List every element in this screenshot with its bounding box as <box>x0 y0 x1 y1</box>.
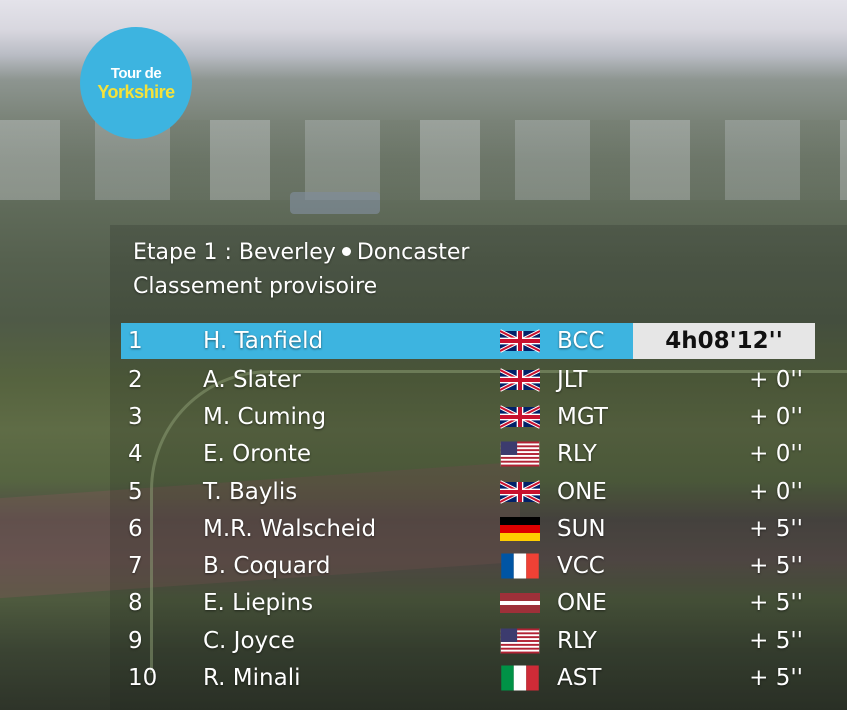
team-code: ONE <box>557 590 607 617</box>
lv-flag-icon <box>500 591 540 616</box>
team-code: SUN <box>557 515 606 542</box>
rider-row: 8 E. Liepins ONE + 5'' <box>121 585 815 622</box>
position: 9 <box>128 627 143 654</box>
team-code: JLT <box>557 366 588 393</box>
time-gap: + 5'' <box>749 515 803 542</box>
team-code: AST <box>557 665 602 692</box>
tour-de-yorkshire-logo: Tour de Yorkshire <box>80 27 192 139</box>
rider-row: 2 A. Slater JLT + 0'' <box>121 361 815 398</box>
position: 3 <box>128 403 143 430</box>
time-gap: + 0'' <box>749 441 803 468</box>
position: 6 <box>128 515 143 542</box>
leader-row: 1 H. Tanfield BCC 4h08'12'' <box>121 323 815 359</box>
time-gap: + 0'' <box>749 366 803 393</box>
position: 7 <box>128 553 143 580</box>
de-flag-icon <box>500 516 540 541</box>
logo-line1: Tour de <box>110 65 162 82</box>
position: 5 <box>128 478 143 505</box>
rider-row: 9 C. Joyce RLY + 5'' <box>121 622 815 659</box>
stage-title: Etape 1 : Beverley Doncaster <box>133 240 469 265</box>
rider-name: B. Coquard <box>203 553 331 580</box>
rider-row: 6 M.R. Walscheid SUN + 5'' <box>121 510 815 547</box>
bullet-icon <box>341 247 351 256</box>
racecourse-track <box>150 370 847 673</box>
rider-name: M. Cuming <box>203 403 327 430</box>
rider-row: 4 E. Oronte RLY + 0'' <box>121 436 815 473</box>
stage-start: Beverley <box>238 240 336 265</box>
rider-row: 3 M. Cuming MGT + 0'' <box>121 398 815 435</box>
rider-name: A. Slater <box>203 366 301 393</box>
position: 10 <box>128 665 158 692</box>
rider-row: 5 T. Baylis ONE + 0'' <box>121 473 815 510</box>
stage-label: Etape 1 : <box>133 240 232 265</box>
position: 2 <box>128 366 143 393</box>
team-code: VCC <box>557 553 605 580</box>
us-flag-icon <box>500 628 540 654</box>
gb-flag-icon <box>500 367 540 392</box>
us-flag-icon <box>500 441 540 467</box>
position: 8 <box>128 590 143 617</box>
team-code: BCC <box>557 328 605 354</box>
time-gap: + 0'' <box>749 478 803 505</box>
team-code: ONE <box>557 478 607 505</box>
rider-row: 7 B. Coquard VCC + 5'' <box>121 547 815 584</box>
rider-name: R. Minali <box>203 665 301 692</box>
gb-flag-icon <box>500 404 540 429</box>
lake <box>290 192 380 214</box>
stage-subtitle: Classement provisoire <box>133 274 378 299</box>
team-code: MGT <box>557 403 608 430</box>
time-gap: + 5'' <box>749 665 803 692</box>
rider-name: E. Liepins <box>203 590 314 617</box>
position: 4 <box>128 441 143 468</box>
team-code: RLY <box>557 627 597 654</box>
fr-flag-icon <box>500 553 540 579</box>
time-gap: + 0'' <box>749 403 803 430</box>
gb-flag-icon <box>500 479 540 504</box>
gb-flag-icon <box>500 329 540 354</box>
rider-name: H. Tanfield <box>203 328 324 354</box>
rider-name: E. Oronte <box>203 441 312 468</box>
rider-row: 10 R. Minali AST + 5'' <box>121 659 815 696</box>
rider-name: C. Joyce <box>203 627 295 654</box>
time-gap: + 5'' <box>749 590 803 617</box>
leader-time: 4h08'12'' <box>633 323 815 359</box>
position: 1 <box>128 328 143 354</box>
rider-name: M.R. Walscheid <box>203 515 377 542</box>
standings-table: 1 H. Tanfield BCC 4h08'12'' 2 A. Slater JL… <box>121 323 815 697</box>
logo-line2: Yorkshire <box>97 82 175 102</box>
time-gap: + 5'' <box>749 553 803 580</box>
rider-name: T. Baylis <box>203 478 298 505</box>
overlay-shade <box>110 225 847 710</box>
it-flag-icon <box>500 665 540 691</box>
stage-finish: Doncaster <box>356 240 470 265</box>
team-code: RLY <box>557 441 597 468</box>
time-gap: + 5'' <box>749 627 803 654</box>
